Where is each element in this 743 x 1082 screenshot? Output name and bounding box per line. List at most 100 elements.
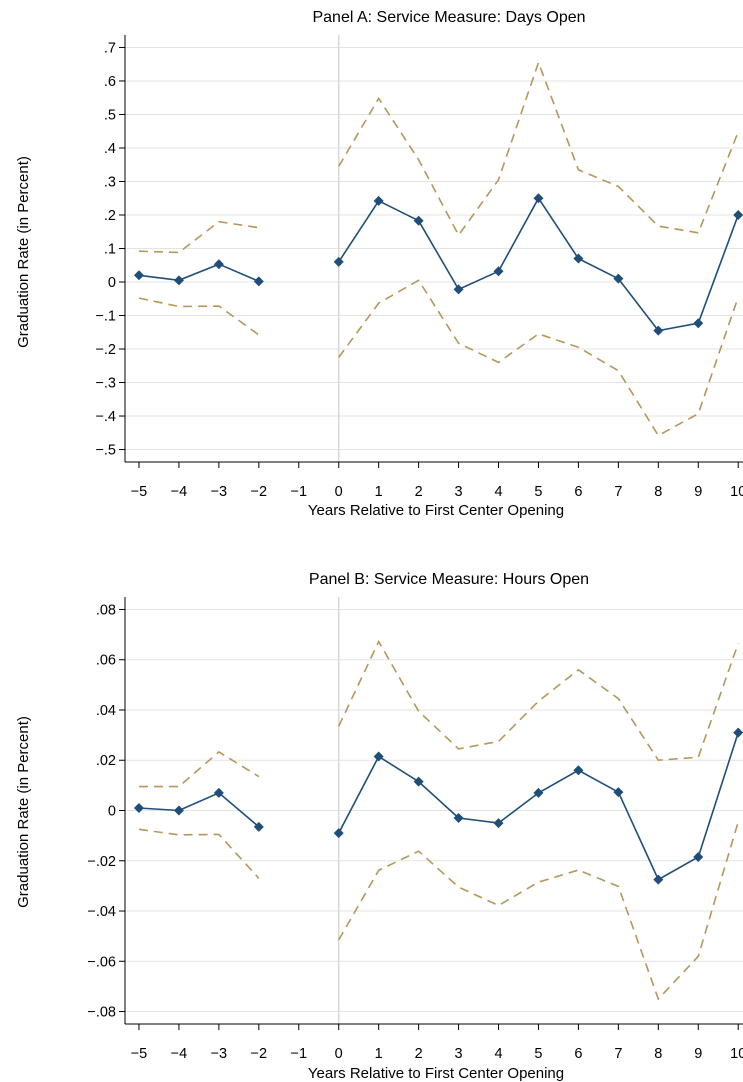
- panel-b-estimate-line: [337, 732, 739, 881]
- panel-a-y-tick-label: −.3: [95, 376, 116, 392]
- panel-b-lower-bound-line: [338, 821, 739, 1001]
- panel-a-lower-bound-line: [338, 279, 739, 437]
- panel-a-y-tick-label: −.5: [95, 443, 116, 459]
- panel-a-y-tick-label: .4: [104, 141, 116, 157]
- panel-a-x-tick-label: 6: [574, 484, 582, 500]
- panel-b-x-tick-label: 2: [415, 1046, 423, 1062]
- panel-b-y-tick-label: .06: [96, 653, 116, 669]
- panel-b-estimate-point: [733, 727, 743, 738]
- panel-a-x-tick-label: −1: [291, 484, 308, 500]
- panel-a-estimate-point: [693, 318, 704, 329]
- panel-a-estimate-point: [173, 275, 184, 286]
- panel-a-x-tick-label: 1: [375, 484, 383, 500]
- panel-a-y-tick-label: .1: [104, 242, 116, 258]
- panel-a-upper-bound-line: [338, 60, 739, 237]
- panel-b-x-tick-label: 3: [455, 1046, 463, 1062]
- panel-b-y-tick-label: .08: [96, 602, 116, 618]
- panel-b-y-axis-label: Graduation Rate (in Percent): [15, 716, 32, 908]
- panel-b-x-tick-label: 4: [494, 1046, 502, 1062]
- panel-a-y-tick-label: .6: [104, 74, 116, 90]
- panel-b-x-tick-label: 5: [534, 1046, 542, 1062]
- panel-a-y-tick-label: .3: [104, 174, 116, 190]
- panel-b-x-tick-label: −3: [211, 1046, 228, 1062]
- panel-b-estimate-point: [533, 787, 544, 798]
- panel-b-y-tick-label: 0: [108, 804, 116, 820]
- panel-b-x-axis-label: Years Relative to First Center Opening: [308, 1065, 564, 1082]
- panel-a-estimate-point: [733, 209, 743, 220]
- panel-a-x-tick-label: 5: [534, 484, 542, 500]
- panel-a-estimate-line: [338, 196, 739, 332]
- panel-a-x-axis-label: Years Relative to First Center Opening: [308, 502, 564, 519]
- panel-a-y-tick-label: 0: [108, 275, 116, 291]
- panel-a-x-tick-label: 9: [694, 484, 702, 500]
- panel-a-y-tick-label: −.4: [95, 409, 116, 425]
- panel-b-estimate-point: [453, 813, 464, 824]
- panel-a-plot-area: .7 .6 .5 .4 .3 .2 .1 0 −.1 −.2 −.3 −.4 −.5 −5 −4 −3 −2 −1…: [95, 35, 743, 500]
- panel-a-estimate-point: [133, 270, 144, 281]
- panel-a-estimate-point: [653, 325, 664, 336]
- panel-a-x-tick-label: 7: [614, 484, 622, 500]
- panel-a-lower-bound-line: [138, 297, 260, 336]
- panel-a-x-tick-label: 8: [654, 484, 662, 500]
- panel-a-y-tick-label: .5: [104, 107, 116, 123]
- panel-a-x-tick-label: 3: [455, 484, 463, 500]
- panel-a-x-tick-label: −5: [131, 484, 148, 500]
- panel-a-estimate-point: [253, 276, 264, 287]
- panel-a-estimate-point: [573, 253, 584, 264]
- panel-b-x-tick-label: −4: [171, 1046, 188, 1062]
- panel-a-y-axis-label: Graduation Rate (in Percent): [15, 156, 32, 348]
- panel-b-y-tick-label: .02: [96, 753, 116, 769]
- panel-a-title: Panel A: Service Measure: Days Open: [312, 9, 585, 26]
- panel-b-x-tick-label: 8: [654, 1046, 662, 1062]
- panel-a-chart: Panel A: Service Measure: Days Open Grad…: [15, 9, 743, 519]
- panel-a-estimate-point: [533, 193, 544, 204]
- panel-b-title: Panel B: Service Measure: Hours Open: [309, 571, 589, 588]
- panel-b-x-tick-label: 10: [730, 1046, 743, 1062]
- panel-b-x-tick-label: −2: [251, 1046, 268, 1062]
- panel-a-estimate-point: [333, 256, 344, 267]
- panel-b-plot-area: .08 .06 .04 .02 0 −.02 −.04 −.06 −.08 −5 −4 −3 −2 −1 0…: [87, 597, 743, 1062]
- panel-a-upper-bound-line: [138, 220, 259, 254]
- panel-b-estimate-point: [133, 802, 144, 813]
- panel-b-x-tick-label: −1: [291, 1046, 308, 1062]
- panel-b-estimate-point: [413, 776, 424, 787]
- panel-a-estimate-line: [138, 263, 260, 283]
- panel-a-x-tick-label: 0: [335, 484, 343, 500]
- panel-b-estimate-point: [493, 818, 504, 829]
- panel-a-estimate-point: [213, 259, 224, 270]
- panel-a-estimate-point: [453, 284, 464, 295]
- panel-b-estimate-point: [253, 821, 264, 832]
- panel-b-lower-bound-line: [138, 828, 260, 879]
- panel-b-estimate-point: [693, 851, 704, 862]
- panel-b-y-tick-label: −.02: [87, 854, 116, 870]
- panel-b-estimate-point: [613, 787, 624, 798]
- panel-b-estimate-point: [173, 805, 184, 816]
- panel-b-estimate-point: [373, 751, 384, 762]
- panel-a-estimate-point: [373, 195, 384, 206]
- panel-b-upper-bound-line: [139, 750, 260, 788]
- panel-a-x-tick-label: 4: [494, 484, 502, 500]
- panel-a-y-tick-label: −.1: [95, 309, 116, 325]
- panel-b-y-tick-label: .04: [96, 703, 116, 719]
- panel-a-x-tick-label: −3: [211, 484, 228, 500]
- panel-b-y-tick-label: −.06: [87, 954, 116, 970]
- panel-a-y-tick-label: .7: [104, 40, 116, 56]
- panel-b-y-tick-label: −.08: [87, 1005, 116, 1021]
- panel-b-estimate-line: [138, 791, 260, 828]
- panel-a-x-tick-label: −4: [171, 484, 188, 500]
- panel-b-y-tick-label: −.04: [87, 904, 116, 920]
- panel-b-estimate-point: [333, 828, 344, 839]
- panel-a-x-tick-label: 2: [415, 484, 423, 500]
- panel-b-x-tick-label: 0: [335, 1046, 343, 1062]
- panel-b-x-tick-label: 1: [375, 1046, 383, 1062]
- panel-b-x-tick-label: 9: [694, 1046, 702, 1062]
- panel-b-x-tick-label: −5: [131, 1046, 148, 1062]
- panel-a-estimate-point: [493, 266, 504, 277]
- panel-b-estimate-point: [213, 787, 224, 798]
- panel-b-upper-bound-line: [337, 639, 739, 762]
- panel-a-x-tick-label: −2: [251, 484, 268, 500]
- panel-b-x-tick-label: 7: [614, 1046, 622, 1062]
- panel-b-estimate-point: [573, 765, 584, 776]
- panel-b-chart: Panel B: Service Measure: Hours Open Gra…: [15, 571, 743, 1082]
- panel-a-y-tick-label: .2: [104, 208, 116, 224]
